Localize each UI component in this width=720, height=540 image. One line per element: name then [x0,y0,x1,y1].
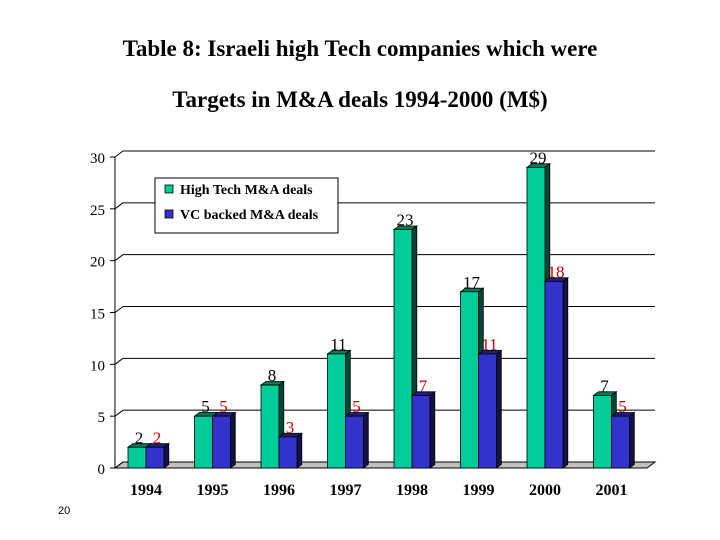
data-label-1998-s0: 23 [397,211,414,230]
bar-1997-s1 [345,415,364,469]
chart-title-line-1: Table 8: Israeli high Tech companies whi… [122,36,598,61]
bar-side-2001-s1 [629,411,635,469]
bar-1997-s0 [327,353,346,469]
data-label-2001-s1: 5 [618,397,627,416]
bar-side-1998-s1 [429,391,436,469]
gridline-diagonal [114,357,124,365]
data-label-1999-s0: 17 [463,273,481,292]
chart-title-line-2: Targets in M&A deals 1994-2000 (M$) [172,87,548,112]
legend-swatch-s0 [164,184,174,194]
gridline-diagonal [114,202,124,210]
data-label-1996-s1: 3 [286,418,295,437]
bar-1999-s1 [478,353,497,469]
y-tick-label: 25 [90,203,105,219]
gridline-diagonal [114,306,124,313]
x-tick-label-1999: 1999 [463,482,495,499]
y-tick-label: 15 [90,307,105,323]
bar-1998-s0 [393,229,413,469]
x-tick-label-1998: 1998 [396,482,428,499]
gridline-diagonal [114,254,124,262]
data-label-1997-s1: 5 [352,397,361,416]
bar-1995-s0 [194,415,213,469]
bar-1995-s1 [212,415,231,469]
bar-1994-s1 [145,446,165,469]
data-label-1994-s0: 2 [135,428,144,447]
x-tick-label-1995: 1995 [197,482,229,499]
bar-1994-s0 [127,446,147,469]
gridline-diagonal [114,409,124,417]
bar-1998-s1 [411,395,431,469]
x-tick-label-1996: 1996 [263,482,295,499]
bar-side-1999-s1 [496,349,502,469]
bar-side-1995-s1 [230,411,236,469]
legend-label-s0: High Tech M&A deals [180,183,313,198]
x-tick-label-1997: 1997 [330,482,362,499]
x-tick-label-2000: 2000 [529,482,561,499]
y-tick-label: 30 [90,151,105,167]
y-tick-label: 0 [98,462,106,478]
bar-2001-s1 [611,415,630,469]
data-label-2000-s1: 18 [548,262,565,281]
gridline-diagonal [114,150,124,158]
data-label-2000-s0: 29 [530,148,547,167]
gridline-diagonal [114,461,124,469]
legend-box [154,177,339,234]
data-label-1995-s1: 5 [219,397,228,416]
x-tick-label-1994: 1994 [130,482,162,499]
data-label-2001-s0: 7 [600,376,609,395]
bar-1999-s0 [460,291,479,469]
bar-side-1997-s1 [363,411,369,469]
y-tick-label: 5 [98,410,106,426]
bar-1996-s1 [278,436,298,469]
bar-2001-s0 [593,395,612,469]
y-tick-label: 10 [90,358,105,374]
data-label-1994-s1: 2 [153,428,162,447]
data-label-1997-s0: 11 [330,335,346,354]
bar-1996-s0 [260,384,280,469]
bar-side-2000-s1 [562,276,569,469]
x-tick-label-2001: 2001 [596,482,628,499]
legend-swatch-s1 [164,209,174,219]
legend-label-s1: VC backed M&A deals [180,208,319,223]
bar-2000-s0 [526,166,546,469]
bar-2000-s1 [544,280,564,469]
data-label-1998-s1: 7 [419,376,428,395]
data-label-1995-s0: 5 [201,397,210,416]
bar-side-1996-s1 [296,432,303,469]
data-label-1999-s1: 11 [481,335,497,354]
bar-side-1994-s1 [163,442,170,469]
slide-number: 20 [58,505,71,517]
data-label-1996-s0: 8 [268,366,277,385]
y-tick-label: 20 [90,255,105,271]
